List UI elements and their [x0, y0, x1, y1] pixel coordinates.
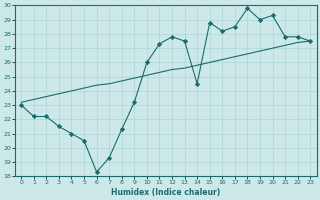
X-axis label: Humidex (Indice chaleur): Humidex (Indice chaleur)	[111, 188, 220, 197]
